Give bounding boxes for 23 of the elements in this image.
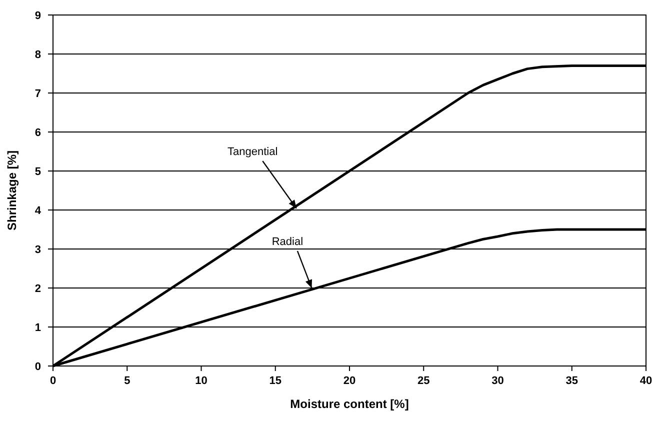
- y-tick-label: 1: [34, 322, 41, 334]
- y-tick-label: 7: [34, 88, 41, 100]
- x-tick-label: 5: [124, 375, 130, 387]
- y-tick-label: 3: [34, 244, 41, 256]
- x-tick-label: 35: [566, 375, 578, 387]
- x-tick-label: 25: [418, 375, 430, 387]
- y-tick-label: 9: [34, 10, 41, 22]
- y-tick-label: 4: [34, 205, 42, 217]
- x-tick-label: 30: [492, 375, 504, 387]
- x-tick-label: 40: [640, 375, 652, 387]
- x-tick-label: 20: [343, 375, 356, 387]
- y-tick-label: 0: [34, 361, 41, 373]
- x-tick-label: 0: [50, 375, 56, 387]
- y-tick-label: 6: [34, 127, 41, 139]
- y-tick-label: 2: [34, 283, 41, 295]
- y-tick-label: 5: [34, 166, 41, 178]
- y-tick-label: 8: [34, 49, 41, 61]
- x-tick-label: 10: [195, 375, 208, 387]
- y-axis-title: Shrinkage [%]: [5, 150, 19, 231]
- x-tick-label: 15: [269, 375, 282, 387]
- annotation: Radial: [272, 236, 304, 248]
- x-axis-title: Moisture content [%]: [290, 397, 409, 411]
- annotation: Tangential: [228, 146, 278, 158]
